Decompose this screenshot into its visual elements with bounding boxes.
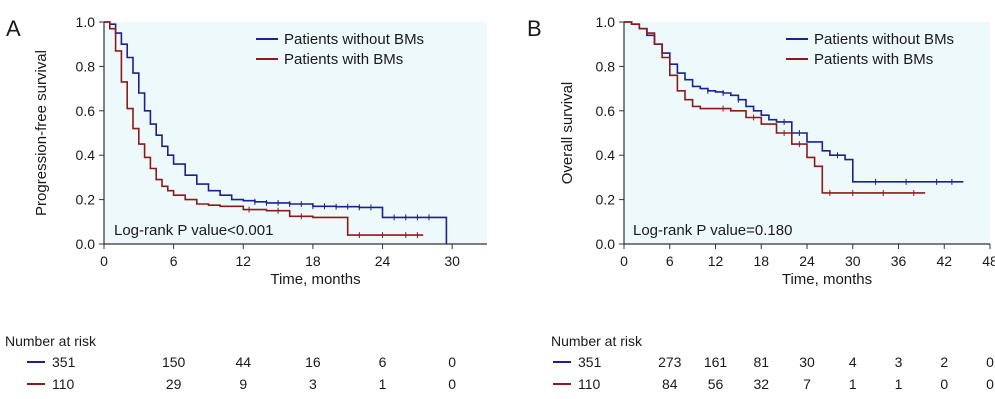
pvalue-annotation: Log-rank P value=0.180 <box>633 222 792 239</box>
y-tick-label: 0.0 <box>76 236 96 252</box>
x-tick-label: 36 <box>891 253 907 269</box>
y-axis-title: Progression-free survival <box>33 50 50 216</box>
risk-count: 56 <box>708 376 724 392</box>
panel-letter: A <box>6 16 21 41</box>
x-tick-label: 0 <box>620 253 628 269</box>
x-axis-title: Time, months <box>782 271 872 288</box>
risk-count: 351 <box>52 354 76 370</box>
risk-count: 16 <box>305 354 321 370</box>
x-axis-title: Time, months <box>270 271 360 288</box>
risk-count: 351 <box>578 354 602 370</box>
x-tick-label: 12 <box>708 253 724 269</box>
risk-count: 110 <box>52 376 75 392</box>
y-tick-label: 0.8 <box>596 58 616 74</box>
risk-count: 0 <box>448 376 456 392</box>
x-tick-label: 12 <box>235 253 251 269</box>
risk-count: 0 <box>448 354 456 370</box>
risk-count: 2 <box>940 354 948 370</box>
x-tick-label: 18 <box>305 253 321 269</box>
plot-area <box>104 22 487 244</box>
risk-count: 44 <box>235 354 251 370</box>
x-tick-label: 24 <box>375 253 391 269</box>
risk-count: 30 <box>799 354 815 370</box>
x-tick-label: 6 <box>666 253 674 269</box>
y-tick-label: 0.4 <box>596 147 616 163</box>
km-curve <box>624 21 926 194</box>
y-tick-label: 0.2 <box>76 192 96 208</box>
pvalue-annotation: Log-rank P value<0.001 <box>114 222 273 239</box>
y-tick-label: 0.6 <box>76 103 96 119</box>
risk-count: 3 <box>895 354 903 370</box>
x-tick-label: 24 <box>799 253 815 269</box>
y-axis-title: Overall survival <box>559 82 576 185</box>
risk-count: 6 <box>379 354 387 370</box>
x-tick-label: 42 <box>936 253 952 269</box>
risk-count: 7 <box>803 376 811 392</box>
risk-count: 9 <box>239 376 247 392</box>
legend-label: Patients with BMs <box>284 51 403 68</box>
risk-count: 273 <box>658 354 682 370</box>
y-tick-label: 1.0 <box>596 14 616 30</box>
risk-count: 81 <box>753 354 769 370</box>
risk-count: 1 <box>849 376 857 392</box>
x-tick-label: 30 <box>444 253 460 269</box>
km-curve <box>104 21 424 236</box>
risk-count: 0 <box>986 376 994 392</box>
risk-count: 161 <box>704 354 728 370</box>
y-tick-label: 0.8 <box>76 58 96 74</box>
risk-table-title: Number at risk <box>5 333 97 349</box>
x-tick-label: 48 <box>982 253 995 269</box>
legend-label: Patients without BMs <box>814 31 954 48</box>
x-tick-label: 18 <box>753 253 769 269</box>
y-tick-label: 0.0 <box>596 236 616 252</box>
risk-count: 0 <box>986 354 994 370</box>
risk-count: 1 <box>895 376 903 392</box>
x-tick-label: 0 <box>100 253 108 269</box>
y-tick-label: 0.2 <box>596 192 616 208</box>
y-tick-label: 0.6 <box>596 103 616 119</box>
x-tick-label: 30 <box>845 253 861 269</box>
panel-letter: B <box>527 16 542 41</box>
risk-count: 0 <box>940 376 948 392</box>
risk-count: 3 <box>309 376 317 392</box>
legend-label: Patients without BMs <box>284 31 424 48</box>
risk-count: 32 <box>753 376 769 392</box>
risk-count: 150 <box>162 354 186 370</box>
risk-count: 4 <box>849 354 857 370</box>
legend-label: Patients with BMs <box>814 51 933 68</box>
risk-count: 84 <box>662 376 678 392</box>
risk-count: 110 <box>578 376 601 392</box>
risk-table-title: Number at risk <box>551 333 643 349</box>
y-tick-label: 1.0 <box>76 14 96 30</box>
y-tick-label: 0.4 <box>76 147 96 163</box>
x-tick-label: 6 <box>170 253 178 269</box>
risk-count: 29 <box>166 376 182 392</box>
risk-count: 1 <box>379 376 387 392</box>
